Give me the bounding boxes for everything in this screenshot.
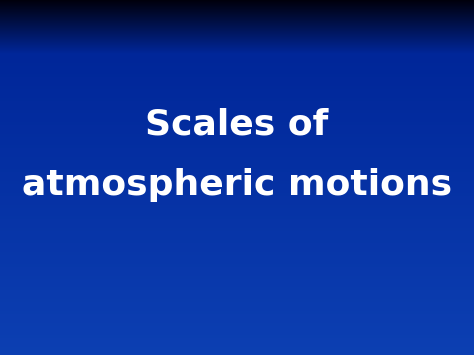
Text: atmospheric motions: atmospheric motions [22,168,452,202]
Text: Scales of: Scales of [146,107,328,141]
